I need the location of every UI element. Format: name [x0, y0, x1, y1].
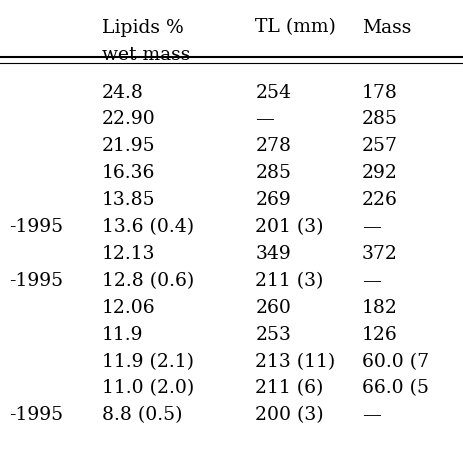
Text: 201 (3): 201 (3): [255, 218, 323, 236]
Text: 21.95: 21.95: [102, 137, 156, 155]
Text: 24.8: 24.8: [102, 83, 144, 101]
Text: 22.90: 22.90: [102, 110, 156, 128]
Text: Mass: Mass: [361, 19, 410, 37]
Text: 349: 349: [255, 244, 290, 263]
Text: 11.9: 11.9: [102, 325, 143, 343]
Text: 278: 278: [255, 137, 291, 155]
Text: 285: 285: [361, 110, 397, 128]
Text: 200 (3): 200 (3): [255, 406, 323, 424]
Text: 254: 254: [255, 83, 291, 101]
Text: 211 (3): 211 (3): [255, 271, 323, 289]
Text: —: —: [255, 110, 274, 128]
Text: wet mass: wet mass: [102, 46, 190, 64]
Text: Lipids %: Lipids %: [102, 19, 183, 37]
Text: 126: 126: [361, 325, 397, 343]
Text: 60.0 (7: 60.0 (7: [361, 352, 428, 370]
Text: -1995: -1995: [9, 406, 63, 424]
Text: 11.0 (2.0): 11.0 (2.0): [102, 379, 194, 397]
Text: —: —: [361, 271, 380, 289]
Text: 12.06: 12.06: [102, 298, 156, 316]
Text: 260: 260: [255, 298, 290, 316]
Text: 213 (11): 213 (11): [255, 352, 335, 370]
Text: 372: 372: [361, 244, 397, 263]
Text: 292: 292: [361, 164, 397, 182]
Text: -1995: -1995: [9, 218, 63, 236]
Text: TL (mm): TL (mm): [255, 19, 335, 37]
Text: 285: 285: [255, 164, 291, 182]
Text: 13.6 (0.4): 13.6 (0.4): [102, 218, 194, 236]
Text: 257: 257: [361, 137, 397, 155]
Text: 211 (6): 211 (6): [255, 379, 323, 397]
Text: 12.8 (0.6): 12.8 (0.6): [102, 271, 194, 289]
Text: 178: 178: [361, 83, 397, 101]
Text: 16.36: 16.36: [102, 164, 155, 182]
Text: 11.9 (2.1): 11.9 (2.1): [102, 352, 194, 370]
Text: -1995: -1995: [9, 271, 63, 289]
Text: 226: 226: [361, 191, 397, 209]
Text: —: —: [361, 218, 380, 236]
Text: 182: 182: [361, 298, 397, 316]
Text: 66.0 (5: 66.0 (5: [361, 379, 428, 397]
Text: 13.85: 13.85: [102, 191, 156, 209]
Text: —: —: [361, 406, 380, 424]
Text: 8.8 (0.5): 8.8 (0.5): [102, 406, 182, 424]
Text: 253: 253: [255, 325, 290, 343]
Text: 269: 269: [255, 191, 290, 209]
Text: 12.13: 12.13: [102, 244, 155, 263]
